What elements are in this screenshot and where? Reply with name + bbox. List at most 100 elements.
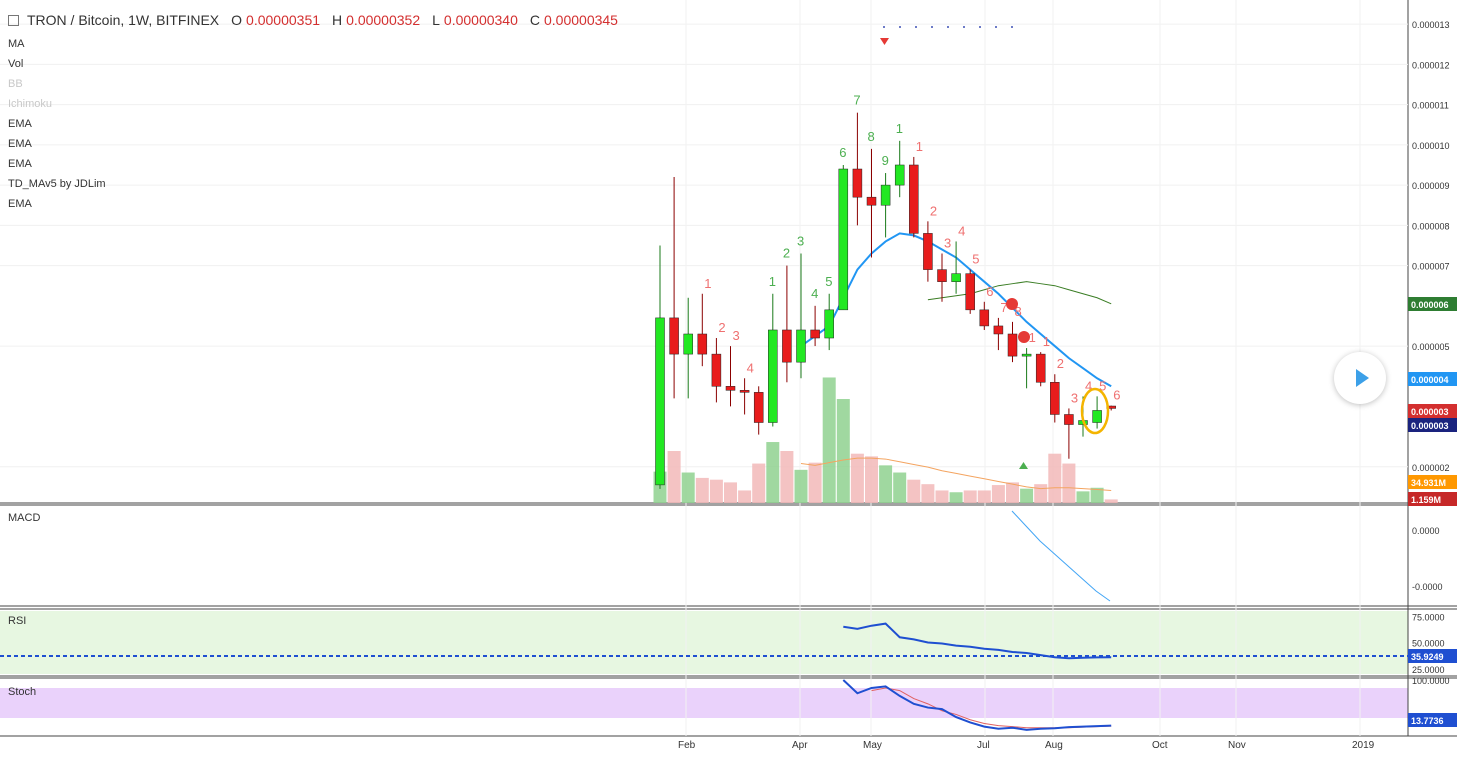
- stoch-value-label: 13.7736: [1411, 716, 1444, 726]
- low-key: L: [432, 12, 440, 28]
- candle-body: [894, 164, 905, 186]
- volume-bar: [766, 442, 780, 503]
- volume-bar: [695, 477, 709, 503]
- volume-bar: [724, 482, 737, 503]
- candle-body: [1035, 353, 1046, 383]
- td-dot: [979, 26, 981, 28]
- volume-bar: [667, 451, 681, 503]
- macd-label[interactable]: MACD: [8, 512, 41, 524]
- td-count-red: 8: [1015, 304, 1022, 319]
- td-count-red: 1: [704, 276, 711, 291]
- candle-body: [993, 325, 1004, 335]
- price-tag: [1408, 404, 1457, 418]
- candle-body: [937, 269, 947, 282]
- td-count-red: 3: [733, 328, 740, 343]
- td-count-red: 3: [1071, 390, 1078, 405]
- td-count-green: 2: [783, 246, 790, 261]
- td-count-red: 6: [986, 284, 993, 299]
- rsi-line: [843, 622, 1112, 660]
- td-count-red: 1: [1029, 330, 1036, 345]
- indicator-ema-4[interactable]: EMA: [8, 198, 32, 210]
- td-count-red: 2: [930, 203, 937, 218]
- volume-bar: [907, 479, 921, 503]
- open-value: 0.00000351: [246, 12, 321, 28]
- candle-body: [739, 390, 750, 393]
- close-key: C: [529, 12, 540, 28]
- replay-play-button[interactable]: [1334, 352, 1386, 404]
- candle-body: [880, 184, 891, 206]
- volume-bar: [935, 490, 949, 503]
- y-tick-label: 0.000009: [1412, 181, 1450, 191]
- volume-bar: [963, 490, 977, 503]
- td-dot: [963, 26, 965, 28]
- y-tick-label: 0.000010: [1412, 141, 1450, 151]
- volume-bar: [836, 399, 850, 503]
- macd-line: [1011, 510, 1111, 602]
- y-tick-label: 0.000002: [1412, 463, 1450, 473]
- price-tag: [1408, 475, 1457, 489]
- td-count-green: 7: [853, 93, 860, 108]
- price-tag: [1408, 297, 1457, 311]
- price-tag-label: 0.000006: [1411, 300, 1449, 310]
- volume-bar: [949, 492, 963, 503]
- volume-bar: [738, 490, 752, 503]
- stoch-value-tag: [1408, 713, 1457, 727]
- y-tick-label: 0.000012: [1412, 60, 1450, 70]
- volume-bar: [1076, 491, 1090, 503]
- td-count-red: 2: [718, 320, 725, 335]
- y-tick-label: 0.000007: [1412, 262, 1450, 272]
- chart-header: TRON / Bitcoin, 1W, BITFINEX O 0.00000351…: [8, 12, 618, 28]
- volume-bar: [780, 451, 794, 503]
- indicator-ema-1[interactable]: EMA: [8, 118, 32, 130]
- rsi-y-tick: 25.0000: [1412, 665, 1445, 675]
- highlight-ellipse: [1080, 387, 1110, 435]
- price-tag-label: 0.000003: [1411, 421, 1449, 431]
- candle-body: [1050, 382, 1060, 415]
- x-tick-label: May: [863, 740, 882, 751]
- td-count-red: 3: [944, 236, 951, 251]
- td-count-red: 4: [747, 360, 754, 375]
- indicator-vol[interactable]: Vol: [8, 58, 24, 70]
- indicator-td-mav5[interactable]: TD_MAv5 by JDLim: [8, 178, 106, 190]
- volume-bar: [822, 377, 836, 503]
- candle-body: [782, 329, 792, 363]
- volume-bar: [1020, 488, 1034, 503]
- candle-body: [1064, 414, 1074, 425]
- x-tick-label: Apr: [792, 740, 808, 751]
- stoch-band: [0, 688, 1408, 718]
- indicator-ema-2[interactable]: EMA: [8, 138, 32, 150]
- td-count-green: 3: [797, 234, 804, 249]
- rsi-band: [0, 611, 1408, 674]
- candle-body: [838, 168, 849, 311]
- stoch-label[interactable]: Stoch: [8, 686, 37, 698]
- close-value: 0.00000345: [544, 12, 618, 28]
- volume-bar: [879, 465, 893, 503]
- sell-signal-marker: [880, 38, 889, 45]
- indicator-ma[interactable]: MA: [8, 38, 25, 50]
- x-tick-label: Feb: [678, 740, 696, 751]
- volume-bar: [1104, 499, 1118, 503]
- price-tag-label: 1.159M: [1411, 495, 1441, 505]
- indicator-ema-3[interactable]: EMA: [8, 158, 32, 170]
- candle-body: [810, 329, 820, 339]
- play-icon: [1355, 369, 1369, 387]
- candle-body: [951, 273, 961, 282]
- rsi-value-tag: [1408, 649, 1457, 663]
- volume-bar: [1048, 453, 1062, 503]
- td-dot: [915, 26, 917, 28]
- indicator-ichimoku[interactable]: Ichimoku: [8, 98, 53, 110]
- candle-body: [1021, 353, 1032, 357]
- volume-ma-line: [800, 457, 1112, 491]
- td-count-red: 7: [1000, 300, 1007, 315]
- td-dot: [947, 26, 949, 28]
- candle-body: [697, 333, 708, 355]
- rsi-label[interactable]: RSI: [8, 615, 27, 627]
- candle-body: [683, 333, 693, 355]
- indicator-bb[interactable]: BB: [8, 78, 23, 90]
- collapse-icon[interactable]: [8, 14, 19, 26]
- td-count-red: 1: [916, 139, 923, 154]
- y-tick-label: 0.000005: [1412, 342, 1450, 352]
- td-dot: [995, 26, 997, 28]
